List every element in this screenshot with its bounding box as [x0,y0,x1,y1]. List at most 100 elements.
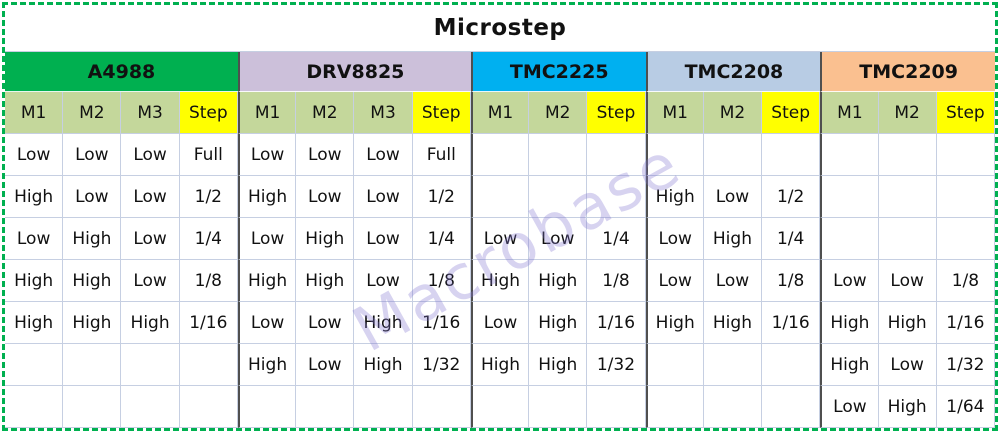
col-header-tmc2225-m2: M2 [529,92,588,134]
cell-tmc2209-row1-m2 [878,134,937,176]
cell-drv8825-row2-m3: Low [354,176,413,218]
driver-band-tmc2209: TMC2209 [820,52,995,92]
cell-tmc2225-row7-m1 [470,386,530,428]
cell-tmc2208-row5-step: 1/16 [762,302,821,344]
cell-tmc2209-row6-m2: Low [878,344,937,386]
cell-a4988-row6-m1 [5,344,64,386]
cell-drv8825-row4-step: 1/8 [412,260,471,302]
cell-tmc2208-row2-m2: Low [703,176,763,218]
cell-drv8825-row1-m1: Low [237,134,297,176]
cell-a4988-row6-step [179,344,238,386]
cell-tmc2225-row5-m1: Low [470,302,530,344]
col-header-tmc2225-step: Step [587,92,646,134]
col-header-tmc2208-step: Step [762,92,821,134]
cell-drv8825-row2-m1: High [237,176,297,218]
cell-tmc2225-row3-m2: Low [529,218,588,260]
cell-tmc2209-row7-step: 1/64 [936,386,995,428]
cell-drv8825-row7-m1 [237,386,297,428]
cell-tmc2209-row4-m2: Low [878,260,937,302]
cell-a4988-row1-m3: Low [121,134,180,176]
cell-drv8825-row1-m2: Low [296,134,355,176]
col-header-a4988-m1: M1 [5,92,64,134]
cell-a4988-row4-m1: High [5,260,64,302]
cell-a4988-row1-step: Full [179,134,238,176]
cell-tmc2208-row1-m1 [645,134,704,176]
cell-drv8825-row7-m2 [296,386,355,428]
cell-drv8825-row5-m2: Low [296,302,355,344]
col-header-a4988-m3: M3 [121,92,180,134]
cell-a4988-row6-m2 [63,344,122,386]
cell-tmc2209-row1-m1 [820,134,879,176]
driver-band-tmc2208: TMC2208 [645,52,821,92]
cell-a4988-row5-step: 1/16 [179,302,238,344]
col-header-tmc2225-m1: M1 [470,92,530,134]
cell-tmc2209-row3-m1 [820,218,879,260]
cell-tmc2225-row1-m2 [529,134,588,176]
cell-tmc2225-row4-m2: High [529,260,588,302]
cell-tmc2208-row7-m2 [703,386,763,428]
cell-tmc2225-row7-m2 [529,386,588,428]
cell-drv8825-row1-m3: Low [354,134,413,176]
cell-tmc2208-row4-step: 1/8 [762,260,821,302]
cell-tmc2209-row5-step: 1/16 [936,302,995,344]
cell-drv8825-row2-step: 1/2 [412,176,471,218]
col-header-a4988-step: Step [179,92,238,134]
cell-drv8825-row4-m1: High [237,260,297,302]
cell-tmc2208-row2-step: 1/2 [762,176,821,218]
col-header-tmc2209-m1: M1 [820,92,879,134]
cell-tmc2209-row7-m1: Low [820,386,879,428]
col-header-drv8825-step: Step [412,92,471,134]
cell-tmc2225-row5-step: 1/16 [587,302,646,344]
cell-tmc2209-row4-step: 1/8 [936,260,995,302]
cell-tmc2208-row3-m2: High [703,218,763,260]
cell-tmc2225-row3-step: 1/4 [587,218,646,260]
cell-drv8825-row5-m3: High [354,302,413,344]
cell-a4988-row7-m3 [121,386,180,428]
col-header-tmc2209-step: Step [936,92,995,134]
cell-a4988-row3-m2: High [63,218,122,260]
cell-tmc2225-row6-m1: High [470,344,530,386]
cell-tmc2208-row4-m1: Low [645,260,704,302]
cell-tmc2225-row6-step: 1/32 [587,344,646,386]
cell-tmc2208-row3-m1: Low [645,218,704,260]
cell-drv8825-row3-m1: Low [237,218,297,260]
driver-comparison-grid: A4988 DRV8825 TMC2225 TMC2208 TMC2209 M1 M2 M3 S… [5,52,995,428]
cell-tmc2225-row1-m1 [470,134,530,176]
cell-drv8825-row6-m3: High [354,344,413,386]
cell-tmc2208-row2-m1: High [645,176,704,218]
col-header-tmc2209-m2: M2 [878,92,937,134]
driver-band-a4988: A4988 [5,52,238,92]
cell-a4988-row5-m2: High [63,302,122,344]
cell-drv8825-row6-m2: Low [296,344,355,386]
cell-tmc2209-row2-step [936,176,995,218]
cell-tmc2209-row6-m1: High [820,344,879,386]
cell-tmc2209-row4-m1: Low [820,260,879,302]
cell-tmc2208-row7-m1 [645,386,704,428]
cell-tmc2208-row7-step [762,386,821,428]
cell-tmc2225-row4-step: 1/8 [587,260,646,302]
cell-tmc2209-row7-m2: High [878,386,937,428]
cell-tmc2208-row5-m2: High [703,302,763,344]
cell-tmc2209-row3-m2 [878,218,937,260]
table-title: Microstep [433,15,567,41]
col-header-drv8825-m1: M1 [237,92,297,134]
cell-drv8825-row7-m3 [354,386,413,428]
col-header-tmc2208-m1: M1 [645,92,704,134]
cell-a4988-row4-m3: Low [121,260,180,302]
cell-a4988-row7-m1 [5,386,64,428]
cell-drv8825-row4-m3: Low [354,260,413,302]
cell-tmc2209-row6-step: 1/32 [936,344,995,386]
col-header-a4988-m2: M2 [63,92,122,134]
cell-tmc2209-row2-m1 [820,176,879,218]
table-title-row: Microstep [5,5,995,52]
cell-tmc2208-row6-m1 [645,344,704,386]
cell-tmc2208-row6-m2 [703,344,763,386]
cell-a4988-row2-m2: Low [63,176,122,218]
cell-drv8825-row2-m2: Low [296,176,355,218]
cell-drv8825-row5-m1: Low [237,302,297,344]
cell-tmc2208-row5-m1: High [645,302,704,344]
cell-a4988-row5-m1: High [5,302,64,344]
cell-tmc2208-row6-step [762,344,821,386]
cell-tmc2208-row1-step [762,134,821,176]
